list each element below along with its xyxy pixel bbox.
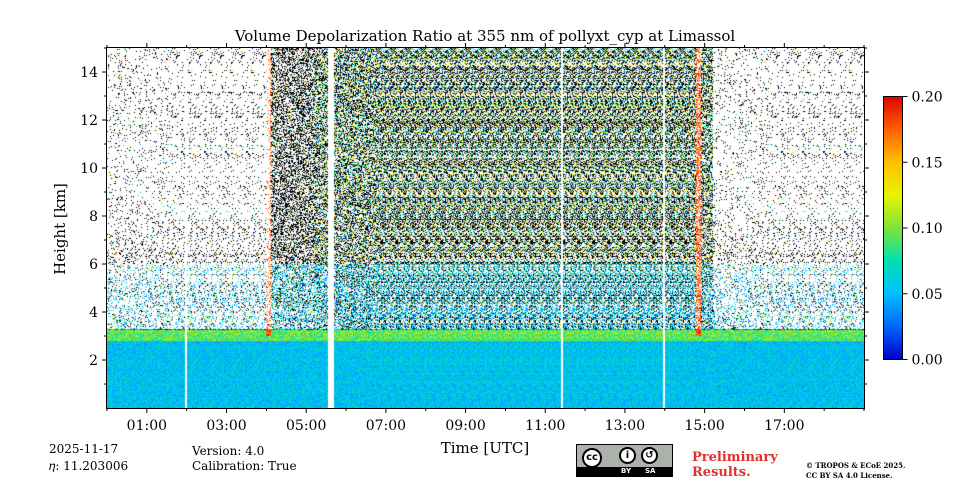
x-tick-label: 05:00 (286, 418, 326, 434)
x-tick-label: 09:00 (445, 418, 485, 434)
colorbar-ticks: 0.00 0.05 0.10 0.15 0.20 (902, 90, 943, 369)
y-tick-label: 2 (89, 353, 98, 369)
x-axis-ticks: 01:00 03:00 05:00 07:00 09:00 11:00 13:00 15:00… (106, 43, 865, 434)
x-tick-label: 17:00 (764, 418, 804, 434)
copyright-line1: © TROPOS & ECoE 2025. (806, 461, 906, 470)
copyright-line2: CC BY SA 4.0 License. (806, 471, 893, 480)
x-tick-label: 11:00 (525, 418, 565, 434)
sa-icon: ↺ (641, 447, 658, 464)
heatmap-image (107, 48, 864, 408)
footer-eta: 𝜂: 11.203006 (49, 459, 129, 473)
colorbar-tick-label: 0.00 (912, 353, 943, 369)
y-tick-label: 4 (89, 305, 98, 321)
copyright-notice: © TROPOS & ECoE 2025. CC BY SA 4.0 Licen… (806, 461, 905, 481)
plot-frame (106, 47, 865, 409)
cc-badge-bar (577, 467, 672, 476)
x-tick-label: 03:00 (206, 418, 246, 434)
preliminary-line1: Preliminary (692, 450, 778, 465)
by-label: BY (621, 467, 632, 475)
preliminary-line2: Results. (692, 465, 751, 480)
chart-title: Volume Depolarization Ratio at 355 nm of… (234, 27, 736, 45)
x-tick-label: 13:00 (605, 418, 645, 434)
sa-label: SA (645, 467, 656, 475)
x-tick-label: 01:00 (127, 418, 167, 434)
footer-calibration: Calibration: True (192, 459, 297, 473)
x-tick-label: 15:00 (684, 418, 724, 434)
y-axis-ticks: 2 4 6 8 10 12 14 (80, 47, 869, 385)
colorbar (883, 96, 903, 360)
y-tick-label: 14 (80, 65, 98, 81)
cc-license-badge: cc i ↺ BY SA (576, 444, 673, 477)
colorbar-tick-label: 0.05 (912, 287, 943, 303)
y-tick-label: 6 (89, 257, 98, 273)
y-tick-label: 12 (80, 113, 98, 129)
x-tick-label: 07:00 (366, 418, 406, 434)
cc-icon: cc (582, 448, 602, 468)
y-tick-label: 10 (80, 161, 98, 177)
footer-date: 2025-11-17 (49, 442, 119, 456)
footer-version: Version: 4.0 (192, 444, 265, 458)
y-axis-label: Height [km] (51, 183, 69, 275)
y-tick-label: 8 (89, 209, 98, 225)
preliminary-notice: Preliminary Results. (692, 450, 778, 480)
by-icon: i (619, 447, 636, 464)
x-axis-label: Time [UTC] (441, 439, 530, 457)
colorbar-tick-label: 0.20 (912, 90, 943, 106)
colorbar-tick-label: 0.15 (912, 155, 943, 171)
colorbar-tick-label: 0.10 (912, 221, 943, 237)
